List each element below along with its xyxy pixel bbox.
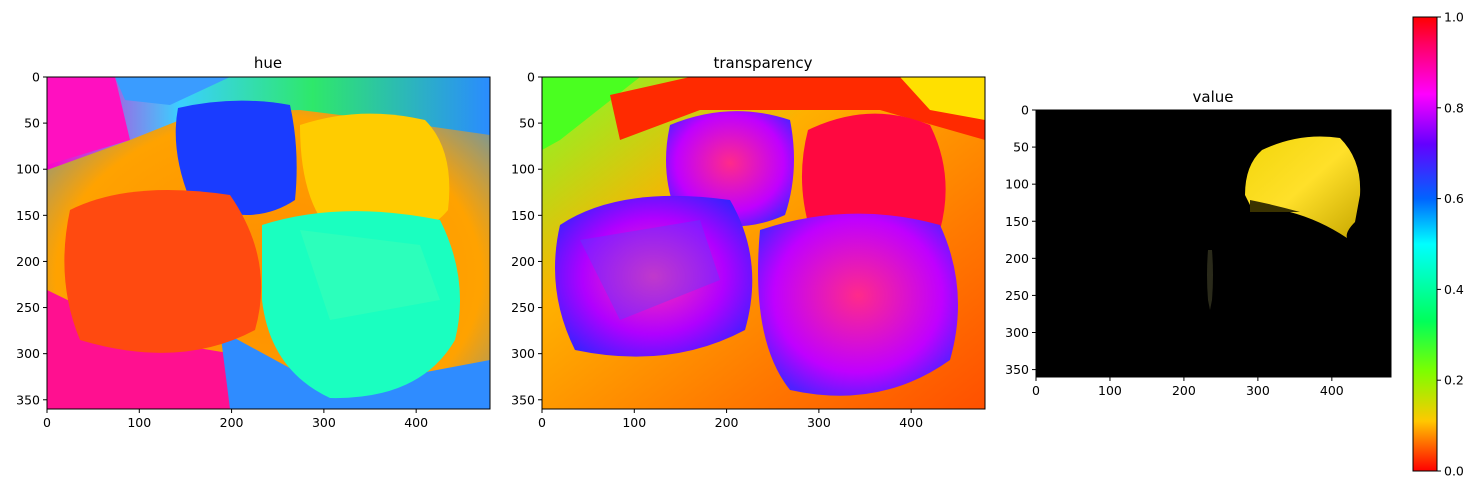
x-tick-label: 300: [807, 415, 831, 430]
colorbar-tick-label: 0.0: [1444, 464, 1464, 479]
value-panel: value: [1035, 88, 1392, 378]
colorbar-tick-label: 0.2: [1444, 373, 1464, 388]
hue-panel: hue: [46, 54, 491, 410]
y-tick-label: 100: [16, 162, 40, 177]
hue-title: hue: [254, 54, 282, 72]
x-tick-label: 300: [312, 415, 336, 430]
x-tick-label: 0: [1032, 383, 1040, 398]
y-tick-label: 150: [1005, 214, 1029, 229]
y-tick-label: 300: [1005, 325, 1029, 340]
colorbar-gradient: [1412, 16, 1438, 472]
y-tick-label: 200: [16, 254, 40, 269]
hue-image: [47, 77, 490, 409]
colorbar-tick-label: 0.4: [1444, 282, 1464, 297]
x-tick-label: 400: [899, 415, 923, 430]
x-tick-label: 400: [1320, 383, 1344, 398]
y-tick-label: 350: [511, 392, 535, 407]
transparency-title: transparency: [714, 54, 813, 72]
transparency-image: [542, 77, 985, 409]
y-tick-label: 200: [511, 254, 535, 269]
x-tick-label: 200: [220, 415, 244, 430]
value-image: [1036, 110, 1391, 377]
y-tick-label: 350: [16, 392, 40, 407]
y-tick-label: 50: [519, 116, 535, 131]
x-tick-label: 0: [538, 415, 546, 430]
y-tick-label: 200: [1005, 251, 1029, 266]
colorbar: [1412, 16, 1438, 472]
value-title: value: [1193, 88, 1234, 106]
y-tick-label: 350: [1005, 362, 1029, 377]
y-tick-label: 0: [32, 70, 40, 85]
colorbar-tick-label: 1.0: [1444, 10, 1464, 25]
x-tick-label: 100: [127, 415, 151, 430]
transparency-panel: transparency: [541, 54, 986, 410]
y-tick-label: 50: [1013, 140, 1029, 155]
y-tick-label: 50: [24, 116, 40, 131]
x-tick-label: 0: [43, 415, 51, 430]
y-tick-label: 250: [16, 300, 40, 315]
colorbar-tick-label: 0.6: [1444, 191, 1464, 206]
y-tick-label: 0: [1021, 103, 1029, 118]
x-tick-label: 100: [622, 415, 646, 430]
y-tick-label: 100: [511, 162, 535, 177]
y-tick-label: 250: [1005, 288, 1029, 303]
y-tick-label: 100: [1005, 177, 1029, 192]
y-tick-label: 150: [16, 208, 40, 223]
y-tick-label: 0: [527, 70, 535, 85]
x-tick-label: 200: [715, 415, 739, 430]
x-tick-label: 200: [1172, 383, 1196, 398]
y-tick-label: 300: [16, 346, 40, 361]
x-tick-label: 300: [1246, 383, 1270, 398]
y-tick-label: 300: [511, 346, 535, 361]
colorbar-tick-label: 0.8: [1444, 100, 1464, 115]
x-tick-label: 100: [1098, 383, 1122, 398]
x-tick-label: 400: [404, 415, 428, 430]
y-tick-label: 250: [511, 300, 535, 315]
y-tick-label: 150: [511, 208, 535, 223]
